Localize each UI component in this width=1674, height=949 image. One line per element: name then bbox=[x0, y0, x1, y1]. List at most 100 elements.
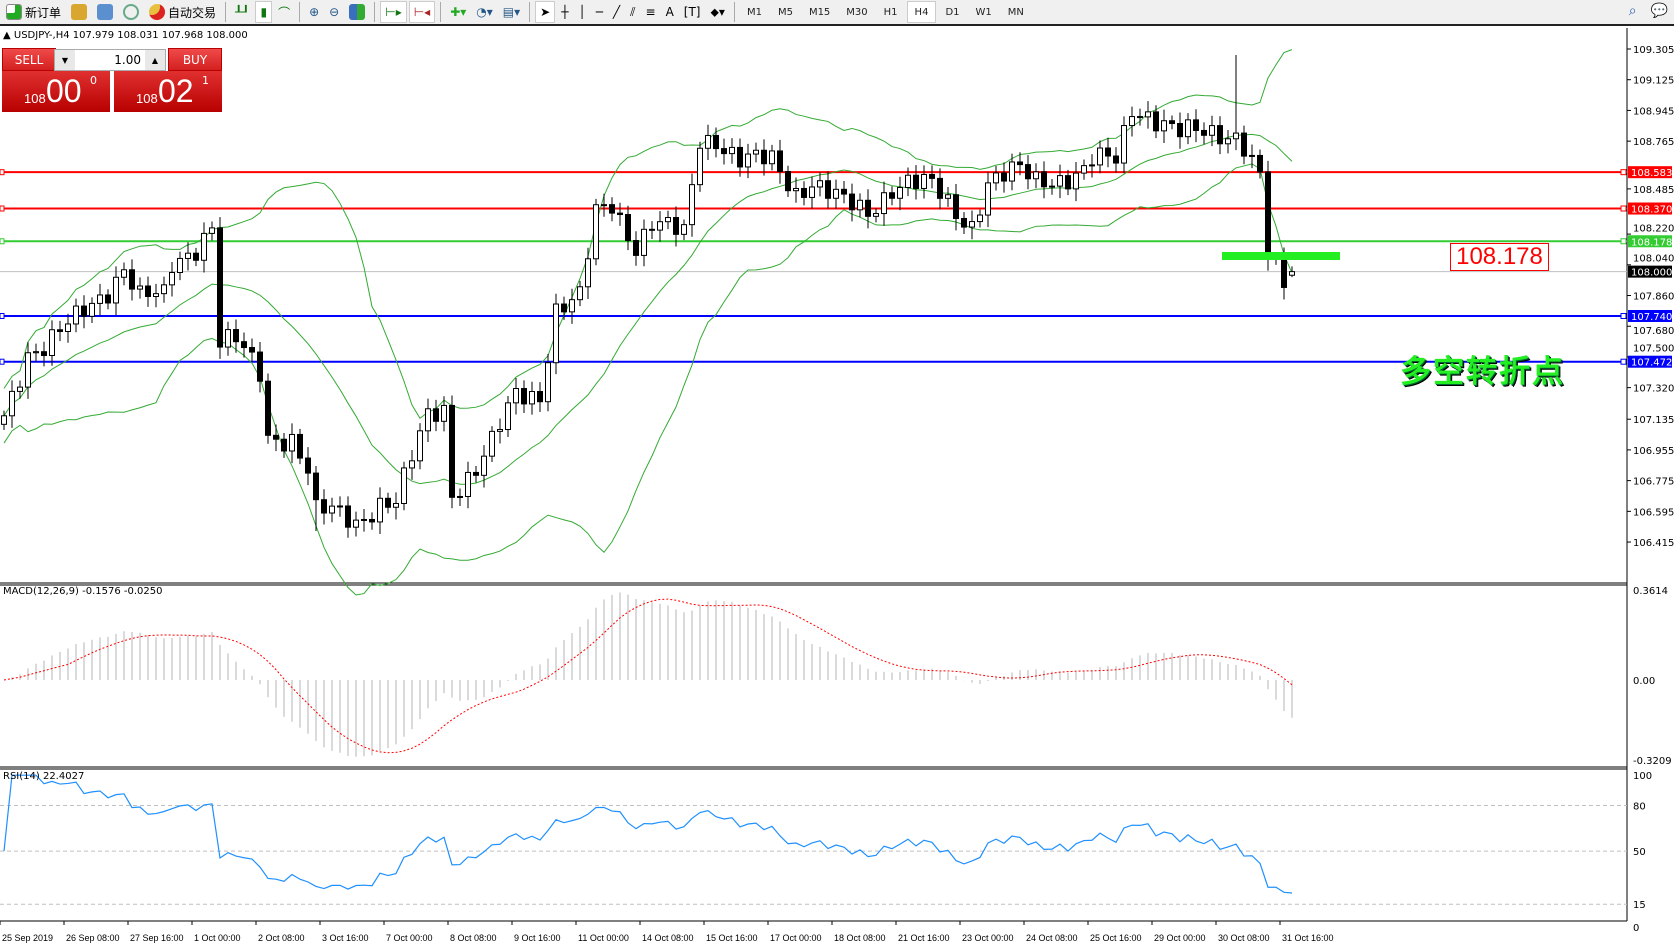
timeframe-h1[interactable]: H1 bbox=[883, 6, 898, 18]
candle bbox=[569, 299, 575, 313]
arrows-button[interactable]: ⬥▾ bbox=[707, 1, 729, 23]
time-axis-label: 8 Oct 08:00 bbox=[450, 933, 497, 943]
candle bbox=[857, 199, 863, 211]
tile-windows-button[interactable] bbox=[345, 1, 369, 23]
sell-price[interactable]: 108 00 0 bbox=[2, 71, 110, 112]
periods-button[interactable]: ◔▾ bbox=[472, 1, 497, 23]
timeframe-d1[interactable]: D1 bbox=[945, 6, 960, 18]
candle bbox=[1289, 271, 1295, 276]
candlestick-button[interactable]: ▮ bbox=[255, 1, 273, 23]
candle bbox=[1065, 175, 1071, 190]
candle bbox=[825, 180, 831, 199]
horizontal-line-button[interactable]: ─ bbox=[592, 1, 607, 23]
separator bbox=[374, 2, 376, 22]
text-button[interactable]: A bbox=[662, 1, 678, 23]
candle bbox=[73, 305, 79, 325]
candle bbox=[1257, 154, 1263, 173]
zoom-in-button[interactable]: ⊕ bbox=[305, 1, 323, 23]
candle bbox=[529, 391, 535, 405]
crosshair-button[interactable]: ┼ bbox=[557, 1, 572, 23]
chart-shift-icon: ⊢▸ bbox=[385, 5, 402, 19]
lot-decrease-button[interactable]: ▼ bbox=[55, 50, 75, 70]
candle bbox=[913, 174, 919, 189]
candle bbox=[369, 518, 375, 523]
timeframe-m1[interactable]: M1 bbox=[746, 6, 762, 18]
macd-signal-line bbox=[3, 598, 1293, 754]
fibonacci-button[interactable]: ≡ bbox=[642, 1, 660, 23]
candle bbox=[1185, 119, 1191, 138]
equidistant-channel-button[interactable]: ⫽ bbox=[626, 1, 639, 23]
price-axis-label: 107.860 bbox=[1633, 292, 1674, 303]
lot-increase-button[interactable]: ▲ bbox=[145, 50, 165, 70]
candle bbox=[505, 402, 511, 431]
signals-button[interactable] bbox=[119, 1, 143, 23]
timeframe-h4[interactable]: H4 bbox=[906, 1, 937, 23]
bar-chart-button[interactable]: ┸┚ bbox=[231, 1, 253, 23]
price-tag bbox=[1628, 166, 1672, 179]
line-chart-button[interactable]: ⌒ bbox=[274, 1, 294, 23]
chart-shift-button[interactable]: ⊢▸ bbox=[380, 1, 407, 23]
separator bbox=[299, 2, 301, 22]
level-price-label[interactable]: 108.178 bbox=[1450, 243, 1549, 271]
candle bbox=[185, 252, 191, 259]
text-label-button[interactable]: [T] bbox=[680, 1, 705, 23]
buy-price[interactable]: 108 02 1 bbox=[114, 71, 222, 112]
market-watch-button[interactable] bbox=[67, 1, 91, 23]
rsi-axis-label: 80 bbox=[1633, 802, 1646, 813]
candle bbox=[137, 285, 143, 290]
candle bbox=[425, 408, 431, 432]
line-handle bbox=[0, 358, 5, 365]
cursor-button[interactable]: ➤ bbox=[535, 1, 556, 23]
candle bbox=[513, 388, 519, 404]
turning-point-note[interactable]: 多空转折点 bbox=[1400, 354, 1565, 390]
timeframe-m30[interactable]: M30 bbox=[846, 6, 868, 18]
candle bbox=[305, 457, 311, 474]
timeframe-w1[interactable]: W1 bbox=[975, 6, 992, 18]
sell-button[interactable]: SELL bbox=[2, 48, 56, 71]
zoom-out-button[interactable]: ⊖ bbox=[325, 1, 343, 23]
candle bbox=[657, 221, 663, 231]
candle bbox=[1, 415, 7, 425]
timeframe-m5[interactable]: M5 bbox=[777, 6, 793, 18]
candle bbox=[265, 380, 271, 436]
line-handle bbox=[1620, 358, 1627, 365]
candlestick-icon: ▮ bbox=[260, 5, 268, 19]
candle bbox=[969, 221, 975, 228]
candle bbox=[1241, 132, 1247, 157]
candle bbox=[545, 362, 551, 403]
macd-panel bbox=[3, 592, 1293, 757]
candle bbox=[537, 391, 543, 403]
search-icon[interactable]: ⌕ bbox=[1628, 3, 1637, 19]
candle bbox=[593, 204, 599, 260]
chart-background bbox=[0, 28, 1674, 949]
chat-icon[interactable]: 💬 bbox=[1650, 3, 1668, 19]
auto-trading-button[interactable]: 自动交易 bbox=[145, 1, 220, 23]
candle bbox=[1105, 147, 1111, 157]
candle bbox=[281, 438, 287, 452]
navigator-button[interactable] bbox=[93, 1, 117, 23]
periods-icon: ◔▾ bbox=[476, 5, 493, 19]
price-axis-label: 107.135 bbox=[1633, 415, 1674, 426]
templates-button[interactable]: ▤▾ bbox=[499, 1, 524, 23]
macd-title: MACD(12,26,9) -0.1576 -0.0250 bbox=[3, 586, 163, 597]
line-handle bbox=[1620, 238, 1627, 245]
level-marker-bar[interactable] bbox=[1222, 252, 1340, 260]
vertical-line-button[interactable]: │ bbox=[574, 1, 589, 23]
lot-input[interactable] bbox=[75, 53, 145, 67]
candle bbox=[289, 433, 295, 452]
price-axis-label: 106.415 bbox=[1633, 538, 1674, 549]
autoscroll-button[interactable]: ⊢◂ bbox=[408, 1, 436, 23]
candle bbox=[201, 232, 207, 261]
candle bbox=[217, 227, 223, 348]
candle bbox=[321, 499, 327, 514]
new-order-button[interactable]: 新订单 bbox=[2, 1, 65, 23]
candle bbox=[97, 294, 103, 304]
candle bbox=[833, 188, 839, 199]
buy-button[interactable]: BUY bbox=[168, 48, 222, 71]
timeframe-m15[interactable]: M15 bbox=[808, 6, 831, 18]
indicators-button[interactable]: ✚▾ bbox=[446, 1, 470, 23]
timeframe-mn[interactable]: MN bbox=[1007, 6, 1024, 18]
trendline-button[interactable]: ╱ bbox=[609, 1, 624, 23]
candle bbox=[753, 149, 759, 155]
